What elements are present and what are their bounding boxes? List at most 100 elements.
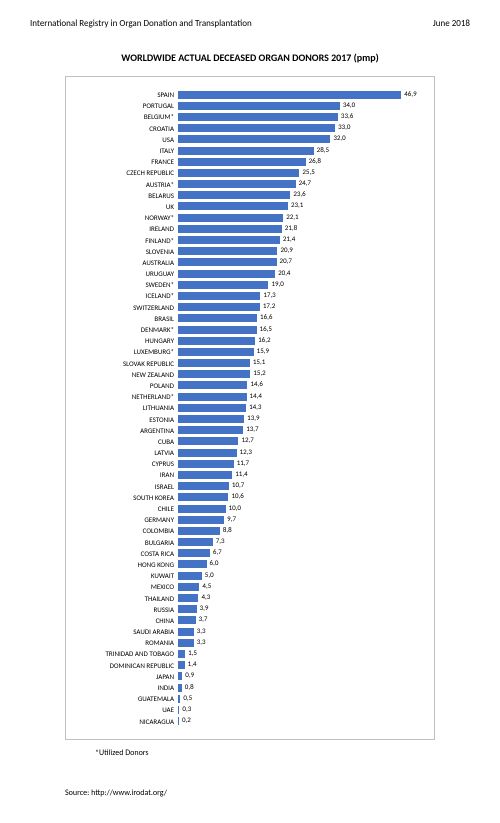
value-label: 1,5 xyxy=(185,649,197,656)
chart-row: ITALY28,5 xyxy=(74,145,416,156)
category-label: FINLAND* xyxy=(74,237,178,244)
category-label: ESTONIA xyxy=(74,416,178,423)
category-label: CUBA xyxy=(74,438,178,445)
category-label: URUGUAY xyxy=(74,270,178,277)
chart-row: CROATIA33,0 xyxy=(74,123,416,134)
category-label: JAPAN xyxy=(74,673,178,680)
bar-track: 19,0 xyxy=(178,281,416,289)
bar xyxy=(178,538,213,546)
chart-row: BULGARIA7,3 xyxy=(74,537,416,548)
category-label: AUSTRIA* xyxy=(74,181,178,188)
value-label: 7,3 xyxy=(213,537,225,544)
bar xyxy=(178,303,260,311)
page: International Registry in Organ Donation… xyxy=(0,0,500,823)
bar-track: 0,3 xyxy=(178,706,416,714)
chart-row: CHILE10,0 xyxy=(74,503,416,514)
category-label: ISRAEL xyxy=(74,483,178,490)
bar-track: 23,1 xyxy=(178,202,416,210)
value-label: 22,1 xyxy=(283,213,298,220)
bar xyxy=(178,650,185,658)
bar xyxy=(178,605,197,613)
footnote: *Utilized Donors xyxy=(95,748,470,758)
value-label: 3,9 xyxy=(197,604,209,611)
chart-row: KUWAIT 5,0 xyxy=(74,570,416,581)
value-label: 21,4 xyxy=(280,235,295,242)
bar-track: 24,7 xyxy=(178,180,416,188)
chart-row: SPAIN46,9 xyxy=(74,89,416,100)
bar xyxy=(178,471,232,479)
category-label: CYPRUS xyxy=(74,460,178,467)
bar xyxy=(178,359,250,367)
value-label: 17,3 xyxy=(260,291,275,298)
category-label: COSTA RICA xyxy=(74,550,178,557)
bar-track: 11,7 xyxy=(178,460,416,468)
bar-track: 17,3 xyxy=(178,292,416,300)
chart-row: URUGUAY 20,4 xyxy=(74,268,416,279)
bar xyxy=(178,583,199,591)
value-label: 15,9 xyxy=(254,347,269,354)
category-label: IRELAND xyxy=(74,225,178,232)
chart-box: SPAIN46,9PORTUGAL34,0BELGIUM*33,6CROATIA… xyxy=(65,76,435,740)
chart-row: FINLAND* 21,4 xyxy=(74,234,416,245)
category-label: NICARAGUA xyxy=(74,718,178,725)
chart-row: GERMANY9,7 xyxy=(74,514,416,525)
category-label: THAILAND xyxy=(74,595,178,602)
category-label: HONG KONG xyxy=(74,561,178,568)
category-label: RUSSIA xyxy=(74,606,178,613)
chart-row: SLOVAK REPUBLIC15,1 xyxy=(74,358,416,369)
bar-track: 1,5 xyxy=(178,650,416,658)
bar xyxy=(178,158,306,166)
bar xyxy=(178,191,290,199)
bar-track: 16,2 xyxy=(178,337,416,345)
chart-row: NICARAGUA0,2 xyxy=(74,716,416,727)
chart-row: JAPAN0,9 xyxy=(74,671,416,682)
bar-track: 32,0 xyxy=(178,135,416,143)
bar-track: 14,4 xyxy=(178,393,416,401)
chart-row: ICELAND* 17,3 xyxy=(74,290,416,301)
value-label: 3,7 xyxy=(196,615,208,622)
bar-track: 33,0 xyxy=(178,124,416,132)
bar xyxy=(178,180,296,188)
bar xyxy=(178,91,401,99)
bar xyxy=(178,639,194,647)
chart-row: LATVIA12,3 xyxy=(74,447,416,458)
category-label: SLOVENIA xyxy=(74,248,178,255)
category-label: SAUDI ARABIA xyxy=(74,628,178,635)
category-label: KUWAIT xyxy=(74,572,178,579)
category-label: ICELAND* xyxy=(74,292,178,299)
chart-row: SWEDEN*19,0 xyxy=(74,279,416,290)
bar-track: 20,7 xyxy=(178,258,416,266)
chart-row: LITHUANIA14,3 xyxy=(74,402,416,413)
bar xyxy=(178,628,194,636)
chart-row: NORWAY*22,1 xyxy=(74,212,416,223)
value-label: 0,3 xyxy=(179,705,191,712)
value-label: 13,7 xyxy=(243,425,258,432)
bar xyxy=(178,214,283,222)
value-label: 23,6 xyxy=(290,190,305,197)
chart-row: SLOVENIA20,9 xyxy=(74,246,416,257)
chart-row: UAE0,3 xyxy=(74,704,416,715)
bar xyxy=(178,281,268,289)
bar-track: 14,6 xyxy=(178,381,416,389)
category-label: UK xyxy=(74,203,178,210)
header-left: International Registry in Organ Donation… xyxy=(30,18,252,29)
bar xyxy=(178,381,247,389)
value-label: 12,3 xyxy=(237,448,252,455)
value-label: 16,6 xyxy=(257,313,272,320)
bar-track: 12,7 xyxy=(178,437,416,445)
chart-row: CHINA3,7 xyxy=(74,615,416,626)
value-label: 20,4 xyxy=(275,269,290,276)
value-label: 17,2 xyxy=(260,302,275,309)
category-label: ARGENTINA xyxy=(74,427,178,434)
bar-track: 6,7 xyxy=(178,549,416,557)
category-label: NEW ZEALAND xyxy=(74,371,178,378)
bar-track: 0,9 xyxy=(178,672,416,680)
bar-track: 3,7 xyxy=(178,616,416,624)
value-label: 20,7 xyxy=(277,257,292,264)
value-label: 10,0 xyxy=(226,504,241,511)
value-label: 5,0 xyxy=(202,571,214,578)
bar-track: 17,2 xyxy=(178,303,416,311)
bar xyxy=(178,482,229,490)
value-label: 19,0 xyxy=(268,280,283,287)
bar-track: 22,1 xyxy=(178,214,416,222)
